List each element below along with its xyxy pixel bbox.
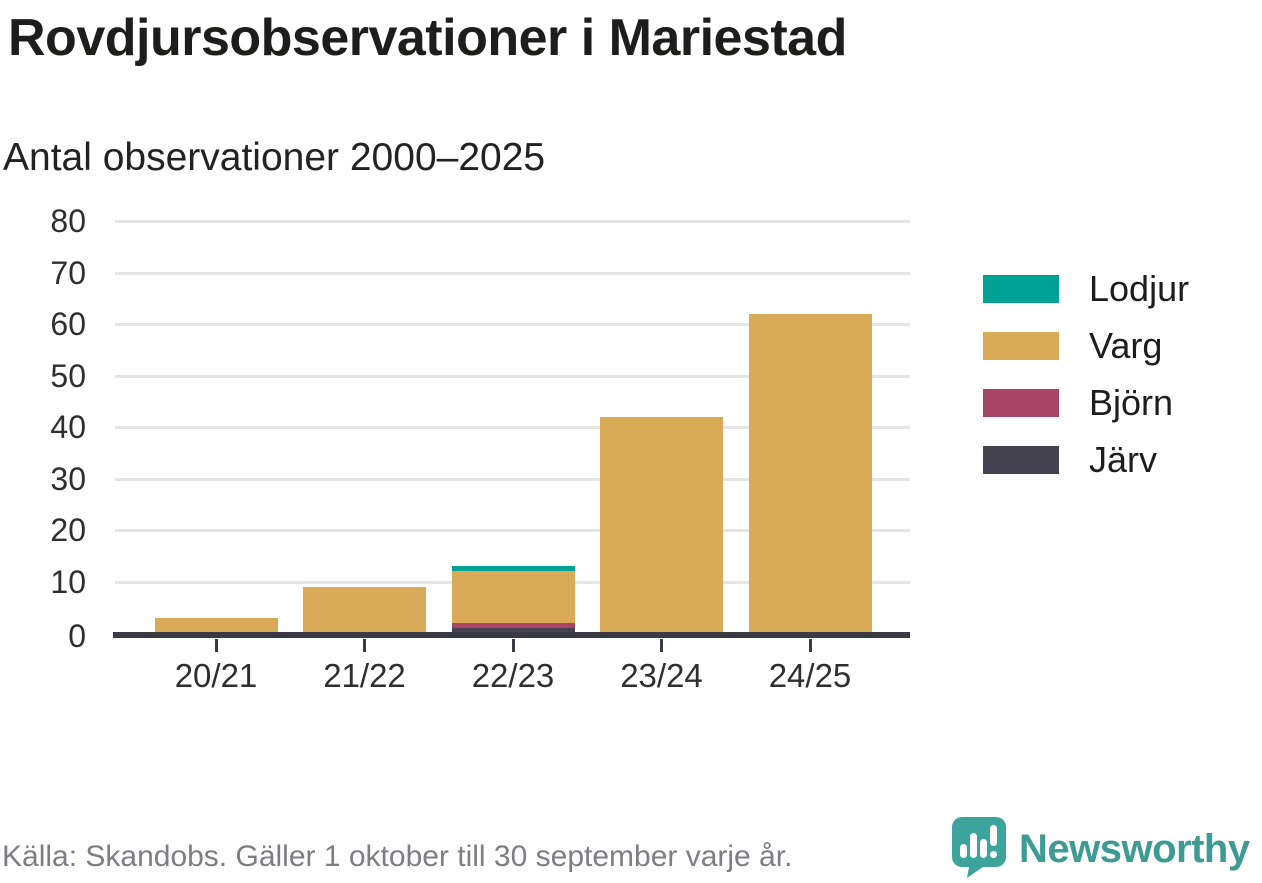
legend-swatch-lodjur xyxy=(983,274,1059,303)
bar-segment-björn-22-23 xyxy=(451,622,575,628)
gridline-40 xyxy=(115,426,910,429)
y-axis-tick-label: 40 xyxy=(50,409,86,445)
x-axis-line xyxy=(113,632,910,638)
legend-row-järv: Järv xyxy=(983,431,1189,488)
legend-swatch-varg xyxy=(983,331,1059,360)
bar-segment-varg-21-22 xyxy=(303,586,426,633)
legend-label-lodjur: Lodjur xyxy=(1089,267,1190,309)
newsworthy-wordmark: Newsworthy xyxy=(1019,827,1250,871)
newsworthy-logo: Newsworthy xyxy=(951,816,1250,883)
y-axis-tick-label: 50 xyxy=(50,357,86,394)
y-axis-tick-label: 0 xyxy=(68,618,86,654)
page-title: Rovdjursobservationer i Mariestad xyxy=(8,9,847,67)
x-axis-tick xyxy=(660,639,663,652)
x-axis-tick xyxy=(511,639,515,652)
chart-legend: Lodjur Varg Björn Järv xyxy=(983,260,1189,488)
gridline-20 xyxy=(115,529,910,532)
y-axis-tick-label: 70 xyxy=(50,254,86,291)
x-axis-tick-label: 21/22 xyxy=(323,657,406,694)
legend-row-varg: Varg xyxy=(983,317,1189,374)
gridline-80 xyxy=(115,220,910,223)
bar-segment-varg-23-24 xyxy=(600,416,723,633)
x-axis-tick-label: 24/25 xyxy=(768,657,852,694)
bar-segment-lodjur-22-23 xyxy=(451,566,575,572)
bar-segment-varg-20-21 xyxy=(154,617,278,633)
legend-swatch-björn xyxy=(983,388,1059,417)
y-axis-tick-label: 20 xyxy=(50,512,86,548)
x-axis-tick xyxy=(214,639,218,652)
legend-swatch-järv xyxy=(983,445,1059,474)
y-axis-tick-label: 80 xyxy=(50,203,86,239)
gridline-70 xyxy=(115,271,910,275)
newsworthy-speech-bubble-bar-chart-icon xyxy=(951,816,1007,883)
legend-label-järv: Järv xyxy=(1089,438,1158,480)
x-axis-tick-label: 22/23 xyxy=(471,657,555,694)
legend-label-björn: Björn xyxy=(1089,381,1174,423)
legend-row-björn: Björn xyxy=(983,374,1189,431)
y-axis-tick-label: 60 xyxy=(50,306,86,342)
gridline-60 xyxy=(115,323,910,326)
bar-segment-varg-22-23 xyxy=(451,571,575,623)
x-axis-tick-label: 20/21 xyxy=(174,657,258,694)
x-axis-tick xyxy=(363,639,366,652)
x-axis-tick-label: 23/24 xyxy=(620,657,703,694)
bar-segment-varg-24-25 xyxy=(748,313,872,633)
bar-segment-järv-22-23 xyxy=(451,627,575,633)
gridline-30 xyxy=(115,477,910,481)
source-note: Källa: Skandobs. Gäller 1 oktober till 3… xyxy=(2,840,793,873)
y-axis-tick-label: 30 xyxy=(50,460,86,497)
chart-subtitle: Antal observationer 2000–2025 xyxy=(3,136,546,179)
gridline-50 xyxy=(115,374,910,378)
y-axis-tick-label: 10 xyxy=(50,563,86,600)
x-axis-tick xyxy=(808,639,812,652)
legend-row-lodjur: Lodjur xyxy=(983,260,1189,317)
legend-label-varg: Varg xyxy=(1089,324,1163,366)
